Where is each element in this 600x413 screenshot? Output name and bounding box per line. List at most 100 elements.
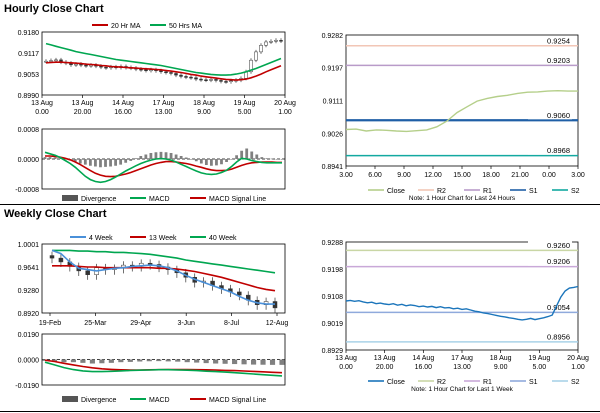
candle-body (49, 60, 53, 62)
macd-signal-line (45, 155, 282, 178)
divergence-bar (156, 359, 162, 362)
divergence-bar (164, 152, 168, 159)
divergence-bar (240, 150, 244, 159)
level-label-bg (528, 55, 572, 65)
weekly-pivot-ytick-1: 0.9198 (322, 267, 344, 274)
hourly-ma-xtick-date-1: 13 Aug (72, 100, 94, 107)
divergence-bar (78, 159, 82, 164)
weekly-pivot-xtick-date-4: 18 Aug (490, 355, 512, 362)
divergence-bar (149, 153, 153, 159)
candle-body (264, 41, 268, 46)
weekly-macd-ytick-2: -0.0190 (15, 383, 39, 390)
divergence-bar (88, 159, 92, 166)
divergence-bar (58, 158, 62, 159)
divergence-bar (108, 359, 114, 363)
divergence-bar (127, 359, 133, 362)
candle-body (224, 81, 228, 83)
weekly-ma-xtick-4: 8-Jul (224, 320, 240, 327)
weekly-pivot-chart: 0.9288 0.9198 0.9108 0.9019 0.8929 0.9260 0.92… (322, 240, 589, 393)
candle-body (249, 59, 253, 73)
weekly-macd-ytick-0: 0.0190 (18, 332, 40, 339)
weekly-ma-xtick-3: 3-Jun (177, 320, 195, 327)
divergence-bar (118, 359, 124, 363)
macd-line (44, 361, 283, 377)
divergence-bar (154, 152, 158, 159)
candle-body (274, 40, 278, 42)
divergence-bar (213, 359, 219, 364)
candle-body (209, 79, 213, 81)
legend-divergence-swatch (62, 396, 78, 402)
candle-body (58, 257, 64, 263)
hourly-pivot-xtick-1: 6.00 (368, 172, 382, 179)
weekly-ma-ytick-2: 0.9280 (18, 288, 40, 295)
candle-body (84, 64, 88, 67)
divergence-bar (174, 154, 178, 159)
candle-body (214, 79, 218, 81)
legend-hourly-pivot-s2-label: S2 (571, 188, 580, 195)
divergence-bar (210, 159, 213, 166)
legend-macd-label: MACD (149, 397, 170, 404)
weekly-pivot-ytick-2: 0.9108 (322, 294, 344, 301)
hourly-ma-xtick-date-5: 19 Aug (234, 100, 256, 107)
divergence-bar (89, 359, 95, 364)
weekly-pivot-xtick-date-5: 19 Aug (528, 355, 550, 362)
hourly-macd-ytick-1: 0.0000 (18, 157, 40, 164)
legend-4-week-label: 4 Week (89, 235, 113, 242)
hourly-ma-xtick-date-2: 14 Aug (112, 100, 134, 107)
hourly-ma-chart: 0.9180 0.9117 0.9053 0.8990 20 Hr MA 50 Hrs M… (18, 23, 296, 116)
hourly-pivot-ytick-4: 0.8941 (322, 164, 344, 171)
legend-20hr-ma-label: 20 Hr MA (111, 23, 141, 30)
divergence-bar (114, 159, 117, 166)
divergence-bar (109, 159, 112, 167)
divergence-bar (232, 359, 238, 365)
hourly-macd-chart: 0.0008 0.0000 -0.0008 Divergence MACD MACD Si… (15, 127, 286, 203)
weekly-pivot-xtick-time-1: 20.00 (376, 364, 394, 371)
hourly-pivot-xtick-8: 3.00 (571, 172, 585, 179)
divergence-bar (137, 359, 143, 362)
candle-body (179, 74, 183, 77)
divergence-bar (51, 359, 58, 362)
divergence-bar (241, 359, 247, 365)
divergence-bar (255, 154, 259, 159)
divergence-bar (129, 159, 133, 161)
weekly-ma-ytick-1: 0.9641 (18, 265, 40, 272)
candle-body (259, 45, 263, 53)
divergence-bar (260, 157, 264, 159)
candle-body (229, 80, 233, 82)
weekly-ma-xtick-0: 19-Feb (39, 320, 61, 327)
divergence-bar (134, 158, 138, 159)
divergence-bar (53, 157, 57, 159)
hourly-macd-ytick-2: -0.0008 (15, 187, 39, 194)
divergence-bar (70, 359, 77, 363)
legend-hourly-pivot-close-label: Close (387, 188, 405, 195)
divergence-bar (94, 159, 97, 167)
legend-hourly-pivot-r2-label: R2 (437, 188, 446, 195)
divergence-bar (104, 159, 107, 167)
hourly-pivot-ytick-3: 0.9026 (322, 131, 344, 138)
hourly-ma-xtick-time-5: 5.00 (238, 109, 252, 116)
hourly-ma-xtick-time-1: 20.00 (74, 109, 92, 116)
candle-body (199, 78, 203, 81)
weekly-macd-chart: 0.0190 0.0000 -0.0190 Divergence MACD MACD Si… (15, 332, 286, 404)
weekly-pivot-xtick-time-5: 5.00 (533, 364, 547, 371)
weekly-pivot-xtick-date-1: 13 Aug (374, 355, 396, 362)
weekly-pivot-xtick-time-0: 0.00 (339, 364, 353, 371)
hourly-ma-xtick-date-3: 17 Aug (153, 100, 175, 107)
divergence-bar (179, 156, 183, 159)
hourly-ma-xtick-time-2: 16.00 (114, 109, 132, 116)
divergence-bar (144, 154, 148, 159)
legend-50hr-ma-label: 50 Hrs MA (169, 23, 202, 30)
candle-body (254, 51, 258, 61)
divergence-bar (48, 157, 52, 159)
macd-line (44, 151, 282, 184)
weekly-pivot-xtick-time-6: 1.00 (571, 364, 585, 371)
legend-macd-label: MACD (149, 196, 170, 203)
divergence-bar (204, 159, 208, 165)
candle-body (189, 76, 193, 79)
close-line (345, 285, 579, 321)
divergence-bar (175, 359, 181, 362)
level-label-s2: 0.8956 (547, 332, 570, 341)
hourly-ma-ytick-0: 0.9180 (18, 30, 40, 37)
level-label-bg (528, 35, 572, 45)
hourly-ma-ytick-3: 0.8990 (18, 93, 40, 100)
